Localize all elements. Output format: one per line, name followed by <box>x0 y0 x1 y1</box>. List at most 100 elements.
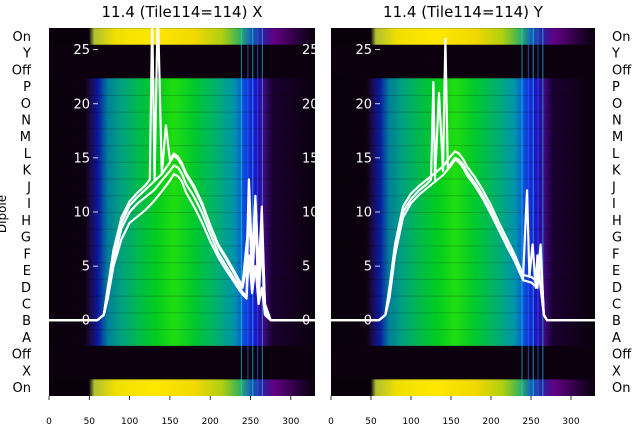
x-tick-label: 50 <box>84 417 96 427</box>
overlay-y-tick-label: 0 <box>302 314 310 329</box>
dipole-tick-label: B <box>612 314 621 329</box>
heatmap-row-sep <box>49 145 315 147</box>
x-tick-label: 200 <box>202 417 219 427</box>
overlay-y-tick-label: 15 <box>73 151 90 166</box>
heatmap-row <box>331 362 595 380</box>
heatmap-row <box>49 145 315 163</box>
heatmap-row <box>49 44 315 63</box>
dipole-tick-label: L <box>24 147 32 162</box>
dipole-tick-label: I <box>27 197 31 212</box>
dipole-tick-label: On <box>13 381 31 396</box>
heatmap-row-sep <box>331 195 595 197</box>
heatmap-row <box>331 278 595 297</box>
heatmap-row-sep <box>331 178 595 180</box>
heatmap-row-sep <box>331 94 595 96</box>
heatmap-row <box>331 345 595 364</box>
x-tick-label: 300 <box>282 417 299 427</box>
dipole-tick-label: N <box>612 114 622 129</box>
heatmap-streak <box>240 28 243 396</box>
heatmap-row-sep <box>49 329 315 331</box>
heatmap-row-sep <box>331 161 595 163</box>
heatmap-streak <box>542 28 544 396</box>
heatmap-row-sep <box>331 28 595 29</box>
dipole-tick-label: J <box>26 180 31 195</box>
heatmap-streak <box>532 28 534 396</box>
overlay-y-tick-label: 0 <box>364 314 372 329</box>
heatmap-row-sep <box>331 295 595 297</box>
x-tick-label: 300 <box>562 417 579 427</box>
dipole-tick-label: On <box>612 30 630 45</box>
heatmap-row <box>49 362 315 380</box>
heatmap-streak <box>252 28 254 396</box>
heatmap-row <box>49 61 315 79</box>
overlay-tick-overflow: 0 5 10 15 20 25 <box>302 43 319 329</box>
heatmap-row <box>49 28 315 46</box>
overlay-y-tick-label: 25 <box>302 43 319 58</box>
heatmap-row <box>331 111 595 129</box>
dipole-tick-label: I <box>612 197 616 212</box>
chart-title: 11.4 (Tile114=114) Y <box>383 3 544 21</box>
dipole-tick-label: J <box>611 180 616 195</box>
heatmap-row-sep <box>331 329 595 331</box>
overlay-y <box>331 37 595 322</box>
dipole-tick-label: F <box>24 247 31 262</box>
heatmap-streak <box>521 28 523 396</box>
heatmap-row <box>331 78 595 96</box>
series-line <box>331 37 595 322</box>
overlay-y-tick-label: 20 <box>355 97 372 112</box>
dipole-tick-label: C <box>22 298 31 313</box>
series-line <box>49 173 315 322</box>
heatmap-row <box>49 228 315 247</box>
heatmap-row-sep <box>331 78 595 80</box>
overlay-y-tick-label: 20 <box>302 97 319 112</box>
x-tick-label: 100 <box>121 417 138 427</box>
heatmap-row-sep <box>331 145 595 147</box>
dipole-tick-label: A <box>22 331 31 346</box>
heatmap-streak <box>537 28 539 396</box>
heatmap-row <box>49 379 315 396</box>
dipole-tick-label: N <box>21 114 31 129</box>
heatmap-row-sep <box>49 94 315 96</box>
dipole-tick-label: Off <box>12 348 32 363</box>
heatmap-streak <box>256 28 259 396</box>
heatmap-row <box>331 178 595 196</box>
series-line <box>331 158 595 322</box>
heatmap-row <box>49 295 315 313</box>
overlay-y-tick-label: 15 <box>355 151 372 166</box>
heatmap-row-sep <box>331 128 595 130</box>
overlay-y-tick-label: 10 <box>355 206 372 221</box>
dipole-tick-label: L <box>612 147 620 162</box>
x-tick-label: 50 <box>365 417 377 427</box>
heatmap-row <box>331 128 595 146</box>
heatmap-row-sep <box>49 278 315 280</box>
dipole-tick-label: P <box>612 80 620 95</box>
heatmap-row-sep <box>49 245 315 247</box>
overlay-y-tick-label: 0 <box>82 314 90 329</box>
dipole-tick-label: E <box>612 264 620 279</box>
x-tick-label: 250 <box>522 417 539 427</box>
chart-title: 11.4 (Tile114=114) X <box>101 3 262 21</box>
heatmap-row-sep <box>49 111 315 113</box>
heatmap-row-sep <box>49 228 315 230</box>
heatmap-row-sep <box>331 228 595 230</box>
heatmap-row <box>331 228 595 247</box>
heatmap-row-sep <box>49 262 315 264</box>
heatmap-row-sep <box>331 262 595 264</box>
dipole-tick-label: O <box>612 97 622 112</box>
heatmap-row-sep <box>331 111 595 113</box>
dipole-tick-label: A <box>612 331 621 346</box>
dipole-tick-label: F <box>612 247 619 262</box>
overlay-y-tick-label: 5 <box>82 260 90 275</box>
heatmap-row <box>331 379 595 396</box>
heatmap-row <box>331 61 595 79</box>
heatmap-row-sep <box>49 78 315 80</box>
heatmap-row-sep <box>331 245 595 247</box>
heatmap-row <box>49 329 315 347</box>
dipole-tick-label: Y <box>611 47 620 62</box>
dipole-tick-label: X <box>612 364 621 379</box>
heatmap-row <box>49 345 315 364</box>
dipole-tick-label: On <box>612 381 630 396</box>
overlay-y-tick-label: 5 <box>302 260 310 275</box>
y-axis-label: Dipole <box>0 195 9 233</box>
